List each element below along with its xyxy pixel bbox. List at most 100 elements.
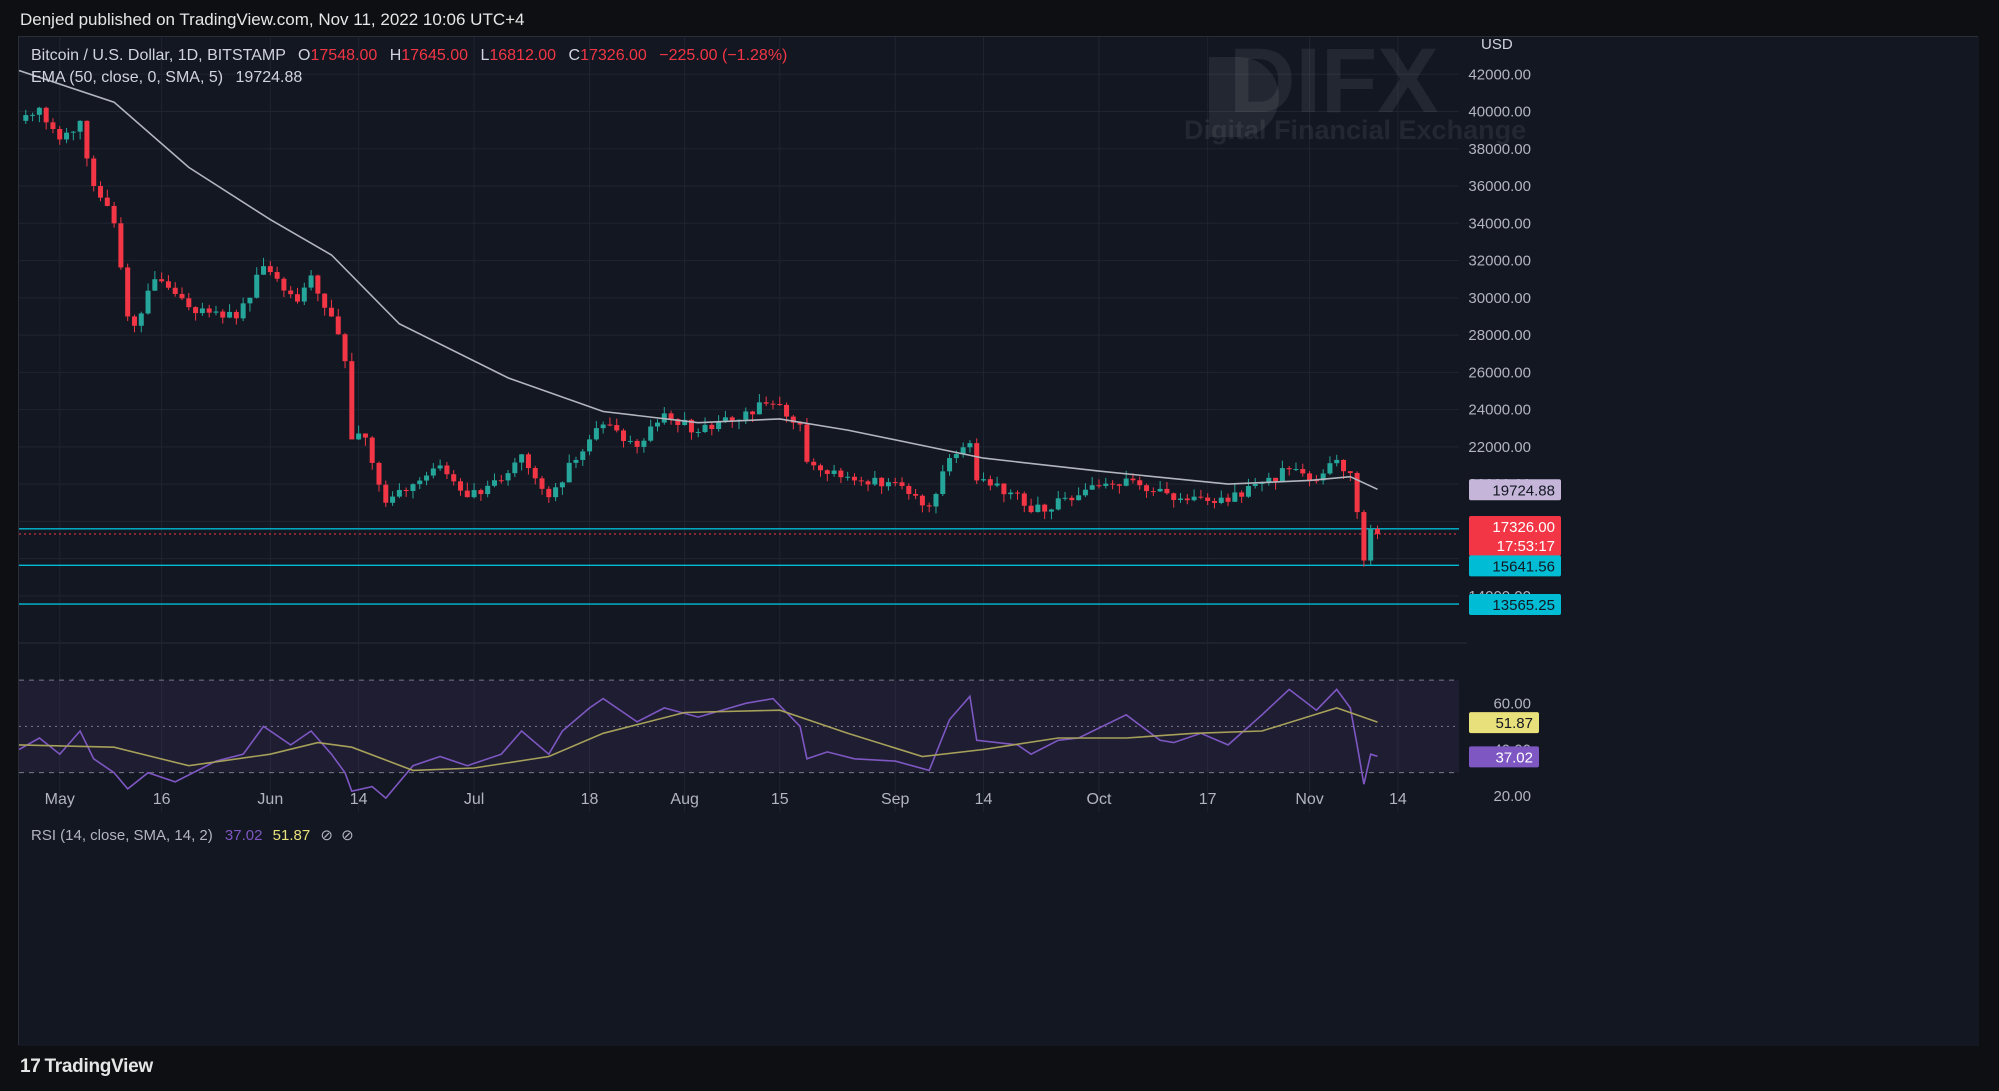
candle-body xyxy=(600,424,606,429)
candle-body xyxy=(138,313,144,326)
price-tag-label: 19724.88 xyxy=(1492,482,1555,499)
symbol-name[interactable]: Bitcoin / U.S. Dollar, 1D, BITSTAMP xyxy=(31,47,286,64)
candle-body xyxy=(478,490,484,495)
price-tag-label: 17326.00 xyxy=(1492,519,1555,536)
candle-body xyxy=(1334,459,1340,464)
price-tick-label: 32000.00 xyxy=(1468,253,1531,270)
candle-body xyxy=(607,424,613,426)
candle-body xyxy=(315,275,321,294)
candle-body xyxy=(172,287,178,294)
visibility-off-icon[interactable]: ⊘ xyxy=(341,827,354,844)
time-tick-label: Jul xyxy=(464,791,484,808)
candle-body xyxy=(573,459,579,463)
rsi-label: RSI (14, close, SMA, 14, 2) xyxy=(31,827,213,844)
candle-body xyxy=(227,311,233,318)
candle-body xyxy=(233,311,239,319)
tradingview-mark-icon: 17 xyxy=(20,1056,41,1077)
candle-body xyxy=(451,474,457,482)
candle-body xyxy=(512,462,518,474)
candle-body xyxy=(437,465,443,469)
rsi-legend[interactable]: RSI (14, close, SMA, 14, 2) 37.02 51.87 … xyxy=(31,826,354,844)
candle-body xyxy=(23,115,29,121)
price-tag xyxy=(1469,515,1561,556)
candle-body xyxy=(417,480,423,485)
candle-body xyxy=(1266,477,1272,483)
candle-body xyxy=(1293,468,1299,470)
candle-body xyxy=(1361,512,1367,561)
candle-body xyxy=(654,422,660,427)
candle-body xyxy=(1096,485,1102,487)
candle-body xyxy=(1347,471,1353,473)
chart-panel[interactable]: 14000.0016000.0018000.0020000.0022000.00… xyxy=(18,36,1979,1046)
candle-body xyxy=(546,488,552,498)
candle-body xyxy=(444,465,450,475)
candle-body xyxy=(872,477,878,485)
candle-body xyxy=(668,413,674,420)
candle-body xyxy=(179,293,185,299)
candle-body xyxy=(396,489,402,497)
visibility-off-icon[interactable]: ⊘ xyxy=(320,827,333,844)
candle-body xyxy=(458,481,464,491)
candle-body xyxy=(424,475,430,481)
candle-body xyxy=(403,489,409,492)
time-tick-label: 14 xyxy=(975,791,993,808)
candle-body xyxy=(125,267,131,317)
candle-body xyxy=(98,186,104,198)
candle-body xyxy=(199,308,205,314)
tradingview-logo[interactable]: 17 TradingView xyxy=(20,1056,153,1078)
candle-body xyxy=(84,120,90,159)
candle-body xyxy=(926,505,932,507)
candle-body xyxy=(1157,488,1163,492)
candle-body xyxy=(1103,483,1109,486)
candle-body xyxy=(471,490,477,498)
price-tag xyxy=(1469,479,1561,501)
candle-body xyxy=(1341,459,1347,472)
candle-body xyxy=(301,287,307,302)
price-tag xyxy=(1469,555,1561,577)
ema-label: EMA (50, close, 0, SMA, 5) xyxy=(31,69,224,86)
candle-body xyxy=(193,307,199,314)
candle-body xyxy=(267,266,273,273)
candle-body xyxy=(1150,491,1156,493)
candle-body xyxy=(879,477,885,487)
time-tick-label: Aug xyxy=(670,791,698,808)
ema-legend[interactable]: EMA (50, close, 0, SMA, 5) 19724.88 xyxy=(31,69,302,87)
candle-body xyxy=(532,468,538,479)
candle-body xyxy=(206,308,212,313)
candle-body xyxy=(688,419,694,433)
candle-body xyxy=(308,275,314,288)
time-tick-label: 14 xyxy=(1389,791,1407,808)
candle-body xyxy=(118,223,124,268)
rsi-tick-label: 60.00 xyxy=(1493,695,1531,712)
candle-body xyxy=(648,426,654,441)
candle-body xyxy=(159,279,165,282)
price-tick-label: 28000.00 xyxy=(1468,327,1531,344)
close-value: 17326.00 xyxy=(580,47,647,64)
rsi-value: 37.02 xyxy=(224,827,263,844)
price-tick-label: 36000.00 xyxy=(1468,178,1531,195)
candle-body xyxy=(621,430,627,442)
chart-canvas[interactable]: 14000.0016000.0018000.0020000.0022000.00… xyxy=(19,37,1979,1046)
candle-body xyxy=(1144,485,1150,492)
candle-body xyxy=(784,404,790,417)
time-tick-label: 15 xyxy=(771,791,789,808)
candle-body xyxy=(634,440,640,447)
price-tag xyxy=(1469,594,1561,616)
price-tick-label: 22000.00 xyxy=(1468,439,1531,456)
candle-body xyxy=(1205,497,1211,501)
candle-body xyxy=(1028,505,1034,513)
candle-body xyxy=(254,274,260,298)
candle-body xyxy=(1089,485,1095,490)
change-value: −225.00 (−1.28%) xyxy=(659,47,788,64)
candle-body xyxy=(70,131,76,133)
price-tag-label: 13565.25 xyxy=(1492,597,1555,614)
high-label: H xyxy=(389,47,402,64)
candle-body xyxy=(356,433,362,440)
candle-body xyxy=(804,424,810,462)
candle-body xyxy=(1055,498,1061,510)
candle-body xyxy=(294,294,300,302)
candle-body xyxy=(1076,495,1082,501)
candle-body xyxy=(1245,486,1251,497)
candle-body xyxy=(702,424,708,432)
candle-body xyxy=(559,482,565,488)
